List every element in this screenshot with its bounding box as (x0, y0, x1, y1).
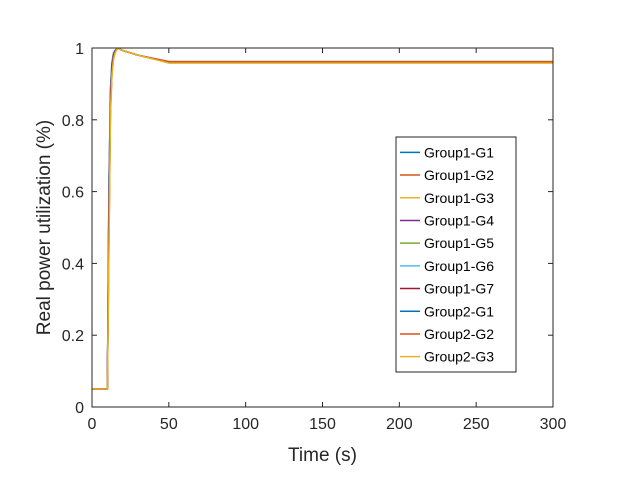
legend-label-6: Group1-G6 (424, 258, 494, 274)
legend-label-10: Group2-G3 (424, 349, 494, 365)
x-tick-label: 100 (232, 416, 259, 433)
x-tick-label: 0 (88, 416, 97, 433)
x-tick-label: 300 (540, 416, 567, 433)
y-axis-title: Real power utilization (%) (34, 120, 55, 335)
x-tick-label: 50 (160, 416, 178, 433)
y-tick-label: 1 (75, 41, 84, 58)
legend-label-8: Group2-G1 (424, 303, 494, 319)
legend-label-9: Group2-G2 (424, 326, 494, 342)
y-tick-label: 0.8 (62, 113, 84, 130)
x-tick-label: 200 (386, 416, 413, 433)
series-lines (92, 47, 553, 390)
legend-label-4: Group1-G4 (424, 212, 494, 228)
y-tick-label: 0.4 (62, 256, 84, 273)
legend-label-1: Group1-G1 (424, 144, 494, 160)
x-tick-label: 150 (309, 416, 336, 433)
legend: Group1-G1 Group1-G2 Group1-G3 Group1-G4 Grou… (395, 136, 517, 373)
series-line-10 (92, 47, 553, 390)
legend-label-5: Group1-G5 (424, 235, 494, 251)
y-tick-label: 0 (75, 400, 84, 417)
legend-box (395, 136, 517, 373)
legend-label-3: Group1-G3 (424, 190, 494, 206)
y-tick-label: 0.6 (62, 185, 84, 202)
x-tick-label: 250 (463, 416, 490, 433)
y-tick-label: 0.2 (62, 328, 84, 345)
legend-label-2: Group1-G2 (424, 167, 494, 183)
x-axis-title: Time (s) (288, 445, 357, 466)
legend-label-7: Group1-G7 (424, 281, 494, 297)
axis-ticks: 0 50 100 150 200 250 300 0 0.2 0.4 0.6 0.8 1 (62, 41, 567, 433)
